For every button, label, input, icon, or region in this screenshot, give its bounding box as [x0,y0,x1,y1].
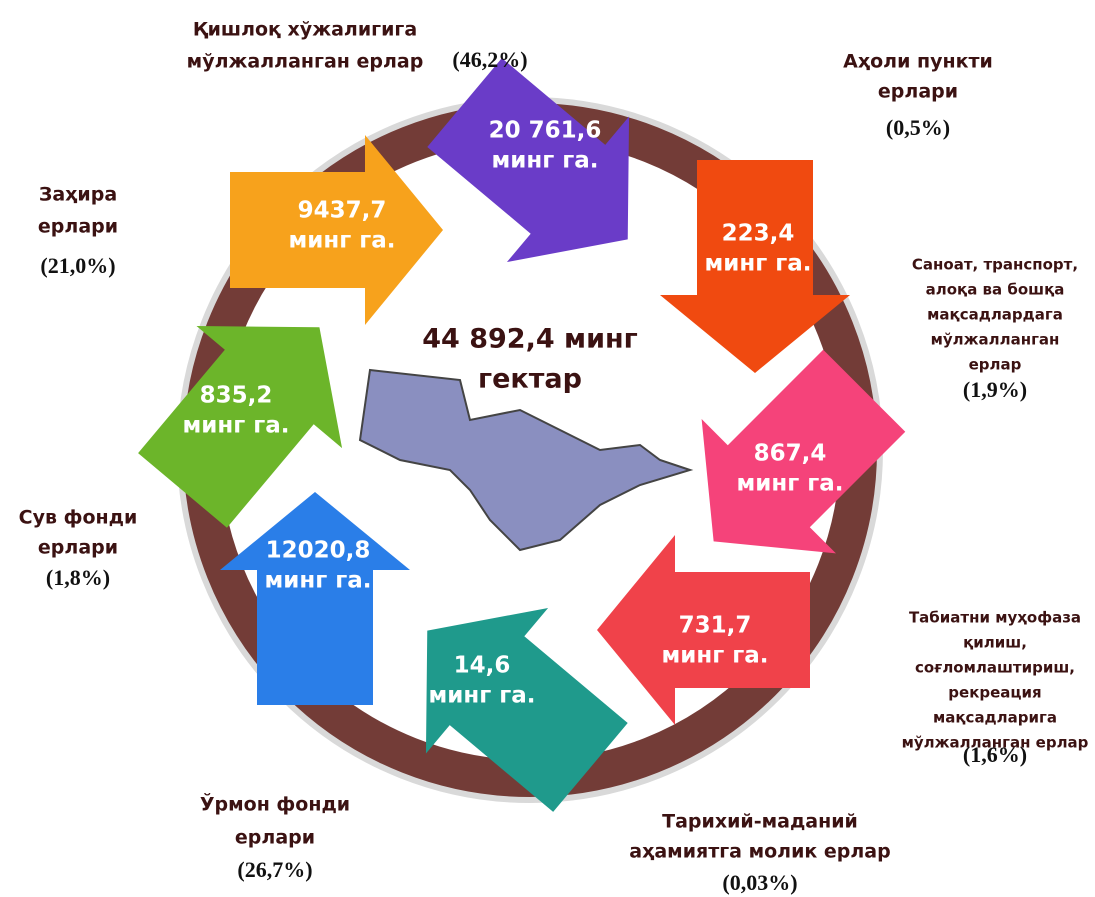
segment-label: Заҳира [39,184,117,206]
segment-label: Табиатни муҳофаза [909,609,1081,627]
segment-percent: (46,2%) [452,47,527,72]
map [358,368,694,552]
segment-value: 867,4 [754,441,827,467]
segment-label: Аҳоли пункти [843,51,993,73]
segment-label: ерлари [878,81,958,103]
segment-label: Ўрмон фонди [200,793,350,816]
segment-label: Сув фонди [19,507,138,529]
segment-unit: минг га. [428,683,535,709]
segment-percent: (1,9%) [963,377,1027,402]
segment-percent: (26,7%) [237,857,312,882]
segment-unit: минг га. [661,643,768,669]
segment-value: 223,4 [722,221,795,247]
segment-unit: минг га. [182,413,289,439]
segment-percent: (1,8%) [46,565,110,590]
segment-label: мақсадларига [933,709,1057,727]
segment-percent: (1,6%) [963,742,1027,767]
segment-unit: минг га. [736,471,843,497]
segment-value: 731,7 [679,613,752,639]
center-title: гектар [478,364,582,395]
segment-label: мўлжалланган ерлар [187,51,424,73]
segment-label: Саноат, транспорт, [912,256,1078,274]
segment-percent: (0,03%) [722,870,797,895]
segment-label: алоқа ва бошқа [926,281,1065,299]
segment-value: 14,6 [454,653,511,679]
segment-percent: (0,5%) [886,115,950,140]
segment-label: Қишлоқ хўжалигига [193,19,417,41]
segment-label: соғломлаштириш, [915,659,1075,677]
segment-unit: минг га. [288,228,395,254]
segment-value: 12020,8 [266,538,371,564]
segment-label: мўлжалланган ерлар [902,734,1089,752]
segment-label: аҳамиятга молик ерлар [629,841,890,863]
segment-label: қилиш, [963,634,1027,652]
center-title: 44 892,4 минг [422,324,638,355]
segment-label: ерлар [969,356,1022,374]
segment-unit: минг га. [704,251,811,277]
segment-unit: минг га. [264,568,371,594]
segment-label: мақсадлардага [927,306,1063,324]
segment-label: ерлари [38,537,118,559]
segment-value: 20 761,6 [489,118,602,144]
segment-value: 835,2 [200,383,273,409]
segment-label: Тарихий-маданий [662,811,858,833]
segment-label: мўлжалланган [931,331,1060,349]
segment-label: ерлари [38,216,118,238]
texts: 44 892,4 минг гектар Қишлоқ хўжалигига мў… [19,19,1089,896]
segment-unit: минг га. [491,148,598,174]
segment-value: 9437,7 [298,198,387,224]
segment-label: рекреация [948,684,1041,702]
segment-percent: (21,0%) [40,253,115,278]
segment-label: ерлари [235,827,315,849]
